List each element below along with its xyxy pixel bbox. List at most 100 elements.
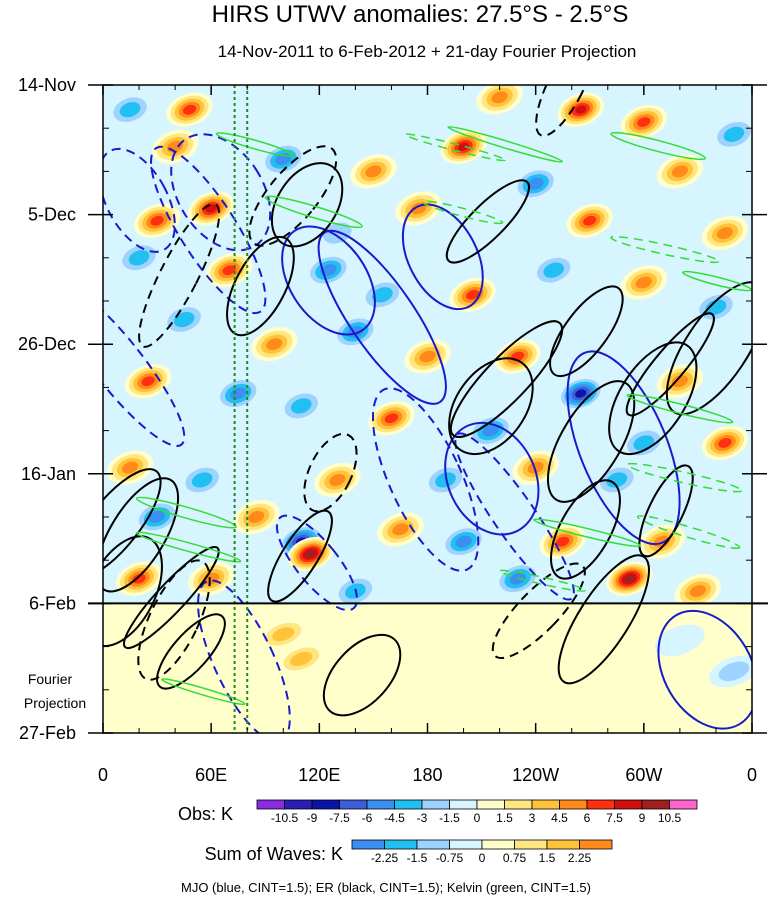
colorbar-box xyxy=(504,799,533,810)
contour-kelvin xyxy=(264,195,363,229)
colorbar-label: 10.5 xyxy=(658,811,682,825)
obs-colorbar: -10.5 -9 -7.5 -6 -4.5 -3 -1.5 0 1.5 3 4.5 6 7.5 9 10.5 xyxy=(256,799,698,825)
colorbar-label: -4.5 xyxy=(384,811,405,825)
anomaly-blob xyxy=(465,289,480,300)
colorbar-box xyxy=(416,839,450,850)
anomaly-blob xyxy=(482,424,499,437)
anomaly-blob xyxy=(419,350,436,363)
anomaly-blob xyxy=(654,624,705,657)
colorbar-label: 3 xyxy=(529,811,536,825)
contour-er xyxy=(535,85,597,137)
contour-kelvin xyxy=(160,678,246,706)
colorbar-label: 4.5 xyxy=(551,811,568,825)
anomaly-blob xyxy=(191,472,213,488)
anomaly-blob xyxy=(527,177,544,190)
anomaly-blob xyxy=(543,262,565,278)
anomaly-blob xyxy=(128,250,150,266)
colorbar-label: 0.75 xyxy=(503,851,527,865)
x-tick-label: 120W xyxy=(512,765,559,785)
colorbar-label: -1.5 xyxy=(407,851,428,865)
colorbar-box xyxy=(579,839,613,850)
colorbar-label: 6 xyxy=(584,811,591,825)
contour-mjo xyxy=(150,145,267,315)
contour-er xyxy=(270,162,344,248)
anomaly-blob xyxy=(141,376,155,387)
contour-er xyxy=(267,509,333,603)
colorbar-label: -1.5 xyxy=(439,811,460,825)
anomaly-blob xyxy=(149,511,166,523)
contour-mjo xyxy=(371,387,480,572)
colorbar-box xyxy=(481,839,515,850)
anomaly-blob xyxy=(290,398,312,414)
colorbar-box xyxy=(449,799,478,810)
contour-mjo xyxy=(444,421,540,536)
x-tick-label: 180 xyxy=(412,765,442,785)
anomaly-blob xyxy=(575,105,587,114)
contour-mjo xyxy=(317,229,447,405)
colorbar-label: 0 xyxy=(474,811,481,825)
anomaly-blob xyxy=(365,165,382,178)
plot-area xyxy=(103,85,752,733)
y-tick-label: 16-Jan xyxy=(21,464,76,484)
anomaly-blob xyxy=(606,472,628,488)
colorbar-box xyxy=(586,799,615,810)
colorbar-box xyxy=(351,839,385,850)
chart-title: HIRS UTWV anomalies: 27.5°S - 2.5°S xyxy=(212,1,629,28)
anomaly-blob xyxy=(527,461,544,474)
waves-legend-label: Sum of Waves: K xyxy=(205,844,343,864)
anomaly-blob xyxy=(290,651,313,667)
contour-mjo xyxy=(103,282,186,447)
colorbar-box xyxy=(449,839,483,850)
colorbar-box xyxy=(514,839,548,850)
contour-er xyxy=(138,203,221,348)
contour-er xyxy=(103,535,163,648)
anomaly-blob xyxy=(491,91,508,104)
colorbar-label: 1.5 xyxy=(496,811,513,825)
anomaly-blob xyxy=(150,215,164,226)
colorbar-box xyxy=(394,799,423,810)
colorbar-label: 0 xyxy=(479,851,486,865)
colorbar-box xyxy=(284,799,313,810)
anomaly-blob xyxy=(718,661,750,682)
colorbar-box xyxy=(256,799,285,810)
colorbar-label: -2.25 xyxy=(371,851,399,865)
anomaly-blob xyxy=(718,438,732,448)
anomaly-blob xyxy=(624,575,635,583)
obs-legend-label: Obs: K xyxy=(178,804,233,824)
anomaly-blob xyxy=(329,474,346,486)
colorbar-label: 9 xyxy=(639,811,646,825)
colorbar-label: -9 xyxy=(307,811,318,825)
chart-subtitle: 14-Nov-2011 to 6-Feb-2012 + 21-day Fouri… xyxy=(218,42,637,61)
anomaly-blob xyxy=(392,523,409,536)
anomaly-blob xyxy=(305,550,316,558)
y-tick-label: 27-Feb xyxy=(19,723,76,743)
colorbar-label: -0.75 xyxy=(436,851,464,865)
colorbar-box xyxy=(421,799,450,810)
anomaly-blob xyxy=(384,413,399,424)
contour-er xyxy=(448,357,534,456)
anomaly-blob xyxy=(266,338,283,351)
contour-mjo xyxy=(170,133,272,252)
anomaly-blob xyxy=(121,461,139,474)
anomaly-blob xyxy=(556,536,570,547)
y-tick-label: 5-Dec xyxy=(28,205,76,225)
anomaly-blob xyxy=(575,389,587,398)
colorbar-box xyxy=(366,799,395,810)
contour-legend-footer: MJO (blue, CINT=1.5); ER (black, CINT=1.… xyxy=(181,880,591,895)
anomaly-blob xyxy=(637,117,651,127)
y-tick-label: 26-Dec xyxy=(18,334,76,354)
contour-er xyxy=(123,546,220,650)
colorbar-box xyxy=(641,799,670,810)
contour-er xyxy=(491,562,586,660)
anomaly-blob xyxy=(635,276,652,289)
contour-er xyxy=(557,554,650,685)
reference-longitude-lines xyxy=(233,85,249,733)
contour-er xyxy=(156,613,226,690)
contour-er xyxy=(303,432,358,513)
projection-background xyxy=(103,603,752,733)
colorbar-label: 7.5 xyxy=(606,811,623,825)
colorbar-box xyxy=(311,799,340,810)
contour-kelvin xyxy=(533,518,641,548)
anomaly-blob xyxy=(438,624,489,657)
colorbar-box xyxy=(384,839,418,850)
